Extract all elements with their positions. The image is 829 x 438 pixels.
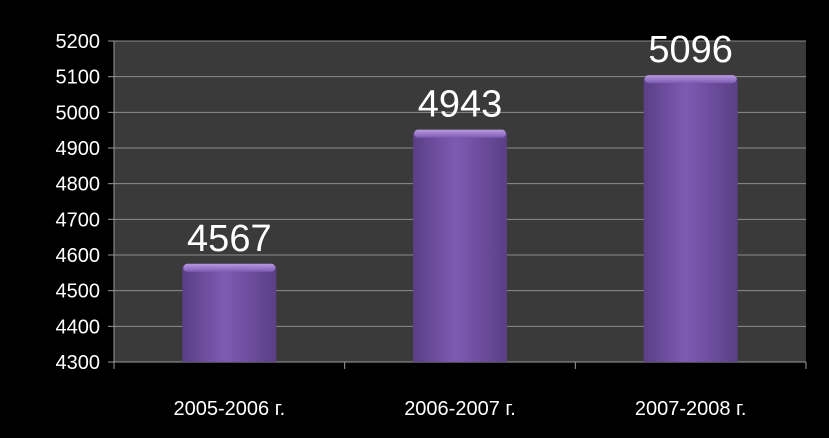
bars	[182, 75, 738, 363]
x-tick-label: 2006-2007 г.	[404, 398, 516, 420]
y-tick-label: 4800	[56, 174, 101, 196]
y-tick-label: 4300	[56, 352, 101, 374]
bar-3	[643, 78, 738, 363]
y-tick-label: 5200	[56, 31, 101, 53]
bar-cap-1	[183, 263, 276, 272]
bar-cap-3	[644, 75, 737, 84]
y-tick-label: 4400	[56, 316, 101, 338]
data-label-2: 4943	[418, 84, 503, 126]
y-axis-tick-labels: 4300 4400 4500 4600 4700 4800 4900 5000 5100 5200	[56, 31, 101, 374]
y-tick-label: 5000	[56, 102, 101, 124]
y-tick-label: 4500	[56, 281, 101, 303]
y-tick-label: 5100	[56, 67, 101, 89]
bar-1	[182, 266, 277, 362]
y-tick-label: 4600	[56, 245, 101, 267]
x-tick-label: 2005-2006 г.	[174, 398, 286, 420]
y-tick-label: 4900	[56, 138, 101, 160]
data-labels: 4567 4943 5096	[187, 29, 733, 260]
y-tick-label: 4700	[56, 209, 101, 231]
x-tick-label: 2007-2008 г.	[635, 398, 747, 420]
bar-2	[413, 132, 507, 362]
data-label-1: 4567	[187, 218, 272, 260]
bar-cap-2	[414, 129, 506, 138]
x-axis-tick-labels: 2005-2006 г. 2006-2007 г. 2007-2008 г.	[174, 398, 747, 420]
data-label-3: 5096	[648, 29, 733, 71]
